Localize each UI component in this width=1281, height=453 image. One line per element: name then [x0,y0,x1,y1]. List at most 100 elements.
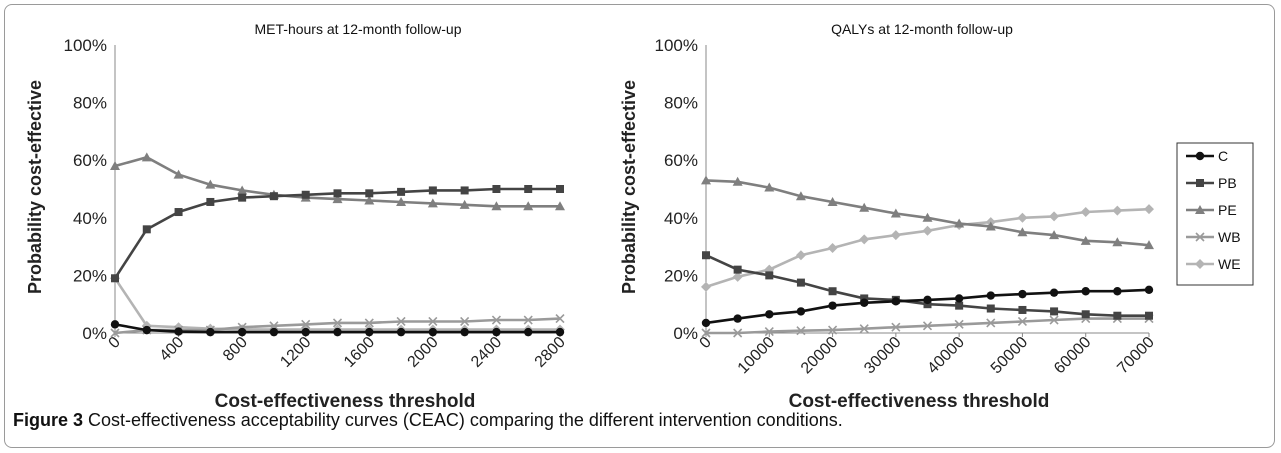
legend-item-PE: PE [1186,202,1237,218]
chart-1-series-PE-point [555,201,565,211]
chart-2-series-WB-point [828,325,838,335]
chart-2-xlabel: Cost-effectiveness threshold [789,391,1050,412]
legend-label: PB [1218,175,1237,191]
chart-2-series-WB-point [954,319,964,329]
chart-1-series-PE-point [523,201,534,211]
chart-1-plot: 0%20%40%60%80%100%0 400 800 1200 1600 2000 240… [64,36,569,371]
chart-1-series-WE [110,273,565,335]
chart-2-series-PB-point [986,304,995,313]
chart-2-series-WE-point [795,250,806,261]
chart-1-series-WB-point [110,328,120,338]
chart-1-x-tick-label: 2800 [532,334,569,371]
chart-1-x-tick-label: 800 [220,334,251,365]
chart-2-series-PE-point [701,175,711,185]
chart-2-series-C-point [923,295,932,305]
chart-2-x-tick-label: 30000 [861,334,905,378]
chart-1-series-C [110,320,565,337]
chart-2-x-tick-label: 10000 [735,334,779,378]
chart-2-series-WB-point [1049,315,1059,325]
chart-1-series-PE-point [237,185,248,195]
chart-2-series-C-point [860,298,869,307]
chart-1-series-PE-point [427,198,438,208]
chart-2-series-C-point [701,318,711,328]
chart-1-series-PB [111,185,564,283]
chart-2-series-WB-point [733,328,743,338]
chart-2-series-PB-point [923,300,932,309]
chart-2-series-PE-point [795,191,806,201]
chart-1-series-WB-point [460,316,470,327]
chart-2-series-WB-point [796,326,806,336]
legend-item-WB: WB [1186,229,1241,245]
chart-2-series-C-point [1049,288,1059,297]
chart-2-series-WE-point [890,230,901,241]
chart-1-series-PE-point [141,152,152,162]
chart-2-series-PE-point [954,218,965,228]
chart-2-series-PB-point [828,287,837,296]
chart-1-series-PB-point [238,193,247,202]
chart-1-series-PB-point [428,186,437,195]
legend-item-C: C [1186,148,1228,164]
chart-1-series-PB-point [301,190,310,199]
chart-2-series-C-point [1018,289,1027,299]
chart-2-series-WE-point [732,271,743,282]
chart-2-series-WE-point [701,281,711,292]
chart-1-series-C-point [365,327,374,337]
chart-1-series-PB-point [460,186,469,195]
chart-2-x-tick-label: 20000 [798,334,842,378]
chart-2-series-WB-point [891,322,901,332]
chart-2-series-PE-point [1144,240,1154,250]
chart-1-series-WB-point [301,319,311,329]
figure-caption: Figure 3 Cost-effectiveness acceptabilit… [13,410,843,431]
chart-1-series-C-point [269,327,279,337]
chart-1-series-C-point [333,327,342,337]
chart-1-series-C-point [524,327,533,337]
chart-1-series-WB-point [396,316,406,327]
chart-2-series-C-point [1113,287,1122,296]
legend-label: PE [1218,202,1237,218]
legend-item-PB: PB [1186,175,1237,191]
chart-2-series-C-point [733,314,742,323]
chart-1-series-PB-point [269,192,278,201]
chart-2-series-PE-point [1080,235,1091,245]
chart-2-x-tick-label: 50000 [988,334,1032,378]
chart-2-series-PB-point [1145,311,1153,320]
chart-1-series-C-point [237,327,247,337]
figure-frame [4,4,1275,448]
legend-item-WE: WE [1186,256,1241,272]
chart-1-series-WB-point [491,315,501,325]
chart-2-series-PB-point [860,294,869,303]
chart-1-series-WB-point [523,315,533,325]
chart-2-series-PB-point [796,278,805,287]
chart-2-series-WE-point [1112,205,1123,216]
legend-marker [1195,259,1205,269]
chart-2-series-PE-point [859,202,870,212]
chart-1-series-PB-point [365,189,374,198]
chart-2-series-PE [701,175,1154,250]
chart-2-series-WE-point [1049,211,1060,222]
chart-2-series-PE-point [985,221,996,231]
chart-1-series-WB-point [364,318,374,328]
chart-2-series-PB-point [1050,307,1059,316]
chart-2-series-C [701,285,1154,328]
chart-2-series-C-point [828,301,837,310]
legend: C PB PE WB WE [1176,142,1254,286]
chart-1-series-PB-point [524,185,533,193]
chart-2-series-PB-point [702,251,710,260]
chart-2-series-PB-point [1018,305,1027,314]
legend-label: C [1218,148,1228,164]
chart-2-series-WE-point [1017,212,1028,223]
chart-2-y-tick-label: 60% [664,151,698,170]
chart-1-y-tick-label: 40% [73,209,107,228]
chart-2-x-tick-label: 60000 [1051,334,1095,378]
chart-2-series-PE-point [890,208,901,218]
chart-1-series-C-point [301,327,310,337]
chart-1-y-tick-label: 80% [73,94,107,113]
caption-text: Cost-effectiveness acceptability curves … [88,410,843,430]
chart-1-series-WB-point [332,318,343,328]
chart-2-series-PE-point [732,176,743,186]
chart-2-series-WE-point [859,234,870,245]
chart-1-y-tick-label: 0% [82,324,107,343]
chart-1-x-tick-label: 2400 [468,334,505,371]
legend-marker [1195,151,1205,161]
chart-2-series-WB-point [859,324,869,334]
